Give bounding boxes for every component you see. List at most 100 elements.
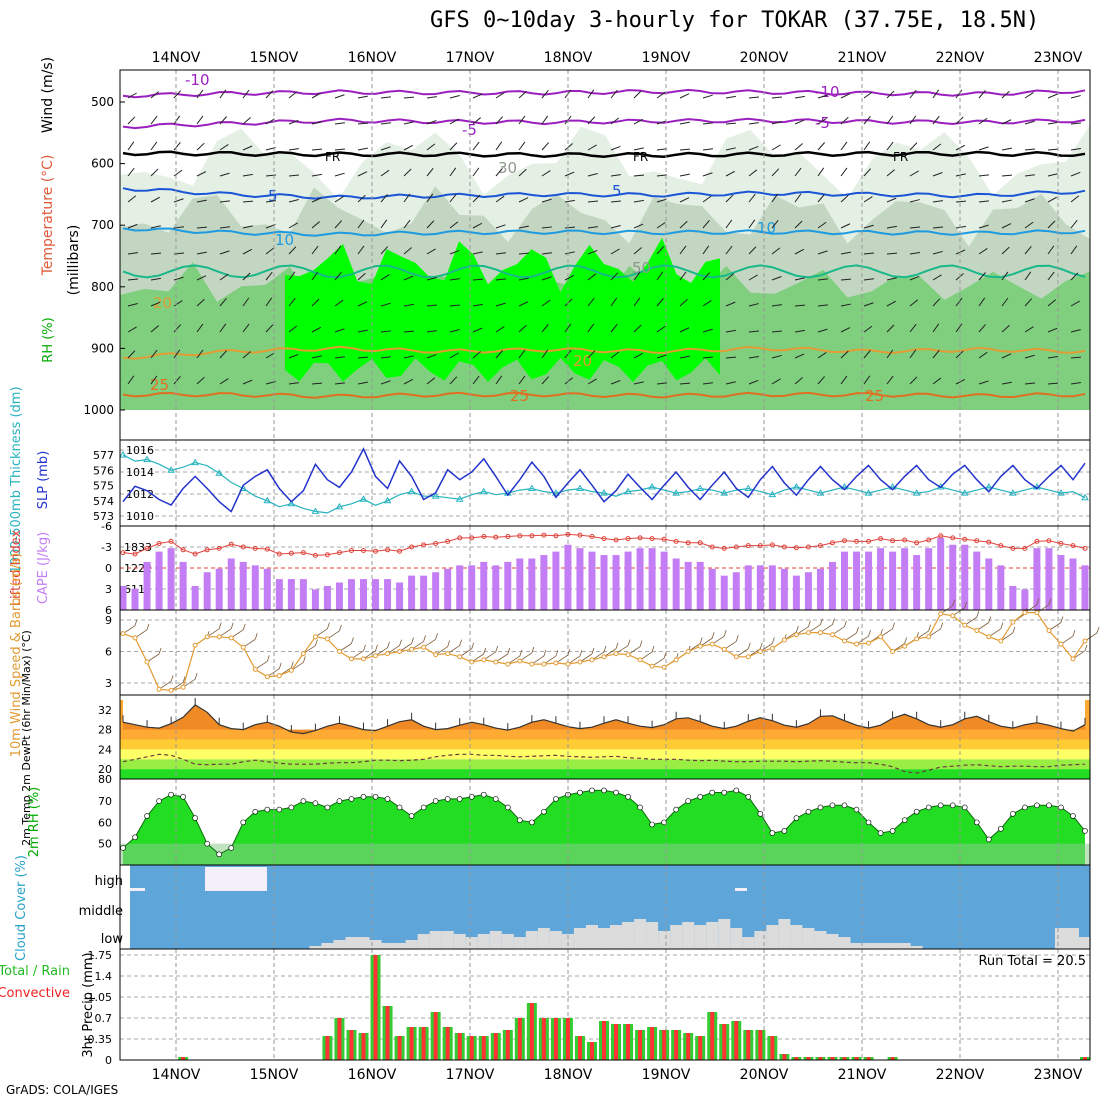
cape-bar bbox=[744, 565, 752, 610]
axis-label-temperature-2m: 2m Temp 2m DewPt (6hr Min/Max) (°C) bbox=[20, 630, 33, 846]
upper-wind-barb bbox=[334, 299, 344, 307]
upper-wind-barb bbox=[426, 96, 437, 99]
li-marker bbox=[649, 536, 655, 542]
low-cloud-bar bbox=[357, 937, 370, 949]
thickness-marker bbox=[864, 489, 873, 496]
temperature-band bbox=[120, 739, 1090, 750]
surface-wind-barb bbox=[363, 644, 366, 651]
upper-wind-barb bbox=[978, 248, 988, 255]
upper-wind-barb bbox=[518, 301, 529, 307]
upper-wind-barb bbox=[932, 274, 942, 281]
upper-wind-barb bbox=[357, 329, 368, 333]
cape-bar bbox=[468, 565, 476, 610]
upper-wind-barb bbox=[265, 271, 273, 281]
thickness-marker bbox=[359, 495, 368, 502]
li-marker bbox=[373, 548, 379, 554]
cape-bar bbox=[756, 565, 764, 610]
upper-wind-barb bbox=[587, 89, 595, 99]
upper-wind-barb bbox=[932, 349, 940, 359]
upper-wind-barb bbox=[725, 329, 736, 333]
upper-wind-barb bbox=[219, 89, 227, 99]
wind-speed-marker bbox=[902, 643, 908, 649]
upper-wind-barb bbox=[817, 94, 828, 99]
thickness-marker bbox=[119, 451, 127, 458]
upper-wind-barb bbox=[311, 197, 322, 203]
surface-wind-barb bbox=[988, 616, 992, 623]
upper-wind-barb bbox=[817, 142, 825, 151]
upper-wind-barb bbox=[472, 141, 480, 151]
below-surface-mask bbox=[120, 410, 1090, 440]
wind-speed-marker bbox=[1058, 641, 1064, 647]
cape-bar bbox=[552, 551, 560, 610]
upper-wind-barb bbox=[1024, 198, 1035, 203]
upper-wind-barb bbox=[219, 273, 229, 281]
precip-convective-bar bbox=[433, 1012, 438, 1060]
li-marker bbox=[517, 533, 523, 539]
low-cloud-bar bbox=[874, 943, 887, 949]
upper-wind-barb bbox=[311, 148, 323, 151]
low-cloud-bar bbox=[333, 940, 346, 949]
rh2m-marker bbox=[553, 796, 559, 802]
rh2m-marker bbox=[180, 793, 186, 800]
upper-wind-barb bbox=[771, 193, 779, 203]
li-marker bbox=[252, 545, 258, 551]
rh2m-marker bbox=[649, 821, 655, 828]
upper-wind-barb bbox=[380, 146, 391, 151]
upper-wind-barb bbox=[978, 200, 989, 203]
surface-wind-barb bbox=[146, 623, 150, 630]
upper-wind-barb bbox=[449, 249, 460, 255]
axis-label-thickness: 1000-500mb Thickness (dm) bbox=[9, 386, 24, 573]
cape-bar bbox=[672, 558, 680, 610]
cape-bar bbox=[636, 548, 644, 610]
upper-wind-barb bbox=[1047, 196, 1058, 203]
wind-speed-marker bbox=[385, 651, 391, 657]
upper-wind-barb bbox=[748, 219, 756, 229]
upper-wind-barb bbox=[1047, 271, 1055, 281]
precip-convective-bar bbox=[469, 1036, 474, 1060]
upper-wind-barb bbox=[656, 271, 664, 281]
upper-wind-barb bbox=[909, 226, 921, 229]
rh2m-marker bbox=[613, 789, 619, 796]
upper-wind-barb bbox=[886, 169, 895, 177]
low-cloud-bar bbox=[730, 928, 743, 949]
cape-bar bbox=[492, 565, 500, 610]
upper-wind-barb bbox=[679, 220, 688, 229]
wind-speed-marker bbox=[673, 657, 679, 663]
y-tick-label-thickness: 576 bbox=[93, 464, 114, 477]
upper-wind-barb bbox=[518, 375, 526, 385]
precip-convective-bar bbox=[830, 1057, 835, 1060]
upper-wind-barb bbox=[518, 225, 529, 229]
precip-convective-bar bbox=[854, 1057, 859, 1060]
low-cloud-bar bbox=[381, 943, 394, 949]
surface-wind-barb bbox=[170, 675, 174, 682]
rh2m-marker bbox=[793, 815, 800, 821]
upper-wind-barb bbox=[771, 378, 781, 385]
upper-wind-barb bbox=[242, 379, 253, 385]
wind-speed-marker bbox=[1046, 628, 1052, 633]
upper-wind-barb bbox=[311, 355, 322, 359]
surface-wind-barb bbox=[567, 648, 571, 656]
low-cloud-bar bbox=[658, 931, 671, 949]
low-cloud-bar bbox=[706, 922, 719, 949]
low-cloud-bar bbox=[862, 943, 875, 949]
precip-convective-bar bbox=[349, 1030, 354, 1060]
thickness-marker bbox=[984, 483, 993, 490]
upper-wind-barb bbox=[794, 220, 803, 229]
upper-wind-barb bbox=[380, 219, 388, 229]
surface-wind-barb bbox=[375, 644, 378, 651]
upper-wind-barb bbox=[817, 250, 828, 255]
rh2m-marker bbox=[685, 798, 691, 804]
cape-bar bbox=[516, 558, 524, 610]
li-marker bbox=[757, 543, 763, 549]
upper-wind-barb bbox=[679, 327, 690, 333]
y-tick-label-li: -6 bbox=[101, 520, 112, 533]
upper-wind-barb bbox=[587, 173, 598, 177]
li-marker bbox=[974, 538, 980, 544]
contour-label: -5 bbox=[462, 121, 477, 139]
cape-bar bbox=[155, 551, 163, 610]
x-tick-label-top: 15NOV bbox=[250, 50, 299, 66]
surface-wind-barb bbox=[134, 619, 138, 626]
upper-wind-barb bbox=[334, 148, 345, 151]
upper-wind-barb bbox=[357, 381, 368, 385]
upper-wind-barb bbox=[955, 350, 964, 359]
